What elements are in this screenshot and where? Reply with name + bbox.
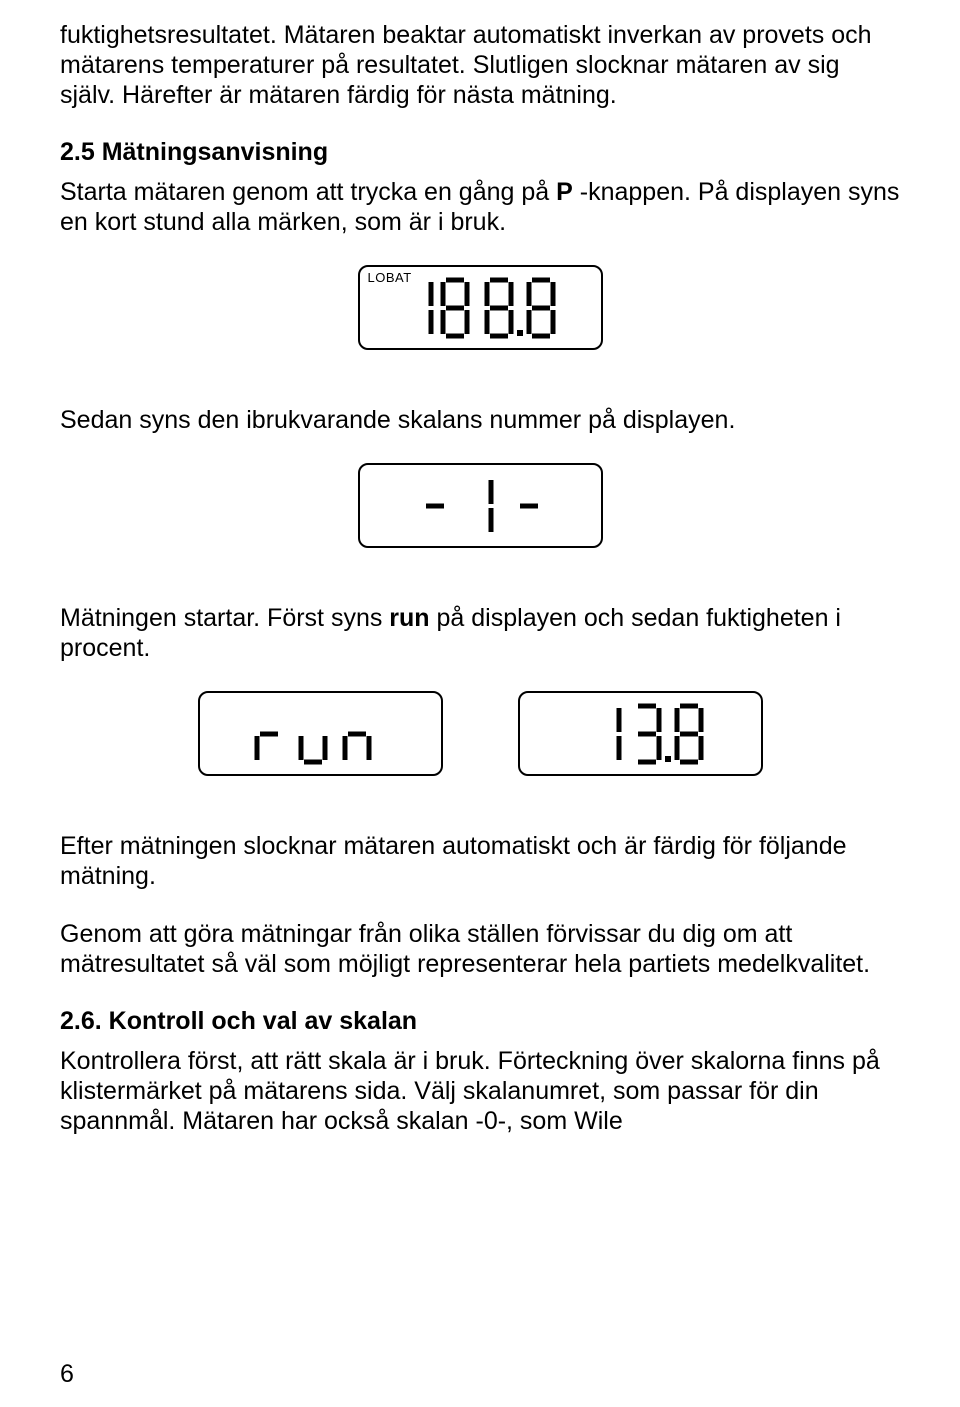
lcd-display-pair-container bbox=[60, 691, 900, 776]
lcd-svg-dash1dash bbox=[365, 466, 595, 546]
lcd-svg-run bbox=[205, 694, 435, 774]
lobat-indicator: LOBAT bbox=[368, 270, 412, 285]
lcd-display-run bbox=[198, 691, 443, 776]
paragraph-start-instruction: Starta mätaren genom att trycka en gång … bbox=[60, 177, 900, 237]
paragraph-measurement-starts: Mätningen startar. Först syns run på dis… bbox=[60, 603, 900, 663]
heading-2-5: 2.5 Mätningsanvisning bbox=[60, 138, 900, 167]
paragraph-scale-control: Kontrollera först, att rätt skala är i b… bbox=[60, 1046, 900, 1136]
paragraph-intro: fuktighetsresultatet. Mätaren beaktar au… bbox=[60, 20, 900, 110]
p-button-bold: P bbox=[556, 178, 573, 206]
lcd-display-1888: LOBAT bbox=[358, 265, 603, 350]
lcd-display-138 bbox=[518, 691, 763, 776]
lcd-display-2-container bbox=[60, 463, 900, 548]
text-span: Starta mätaren genom att trycka en gång … bbox=[60, 178, 556, 206]
lcd-svg-138 bbox=[525, 694, 755, 774]
lcd-display-dash1dash bbox=[358, 463, 603, 548]
page-number: 6 bbox=[60, 1360, 74, 1389]
heading-2-6: 2.6. Kontroll och val av skalan bbox=[60, 1007, 900, 1036]
run-bold: run bbox=[389, 604, 429, 632]
paragraph-scale-number: Sedan syns den ibrukvarande skalans numm… bbox=[60, 405, 900, 435]
text-span: Mätningen startar. Först syns bbox=[60, 604, 389, 632]
lcd-display-1-container: LOBAT bbox=[60, 265, 900, 350]
paragraph-after-measurement: Efter mätningen slocknar mätaren automat… bbox=[60, 831, 900, 891]
paragraph-multiple-measurements: Genom att göra mätningar från olika stäl… bbox=[60, 919, 900, 979]
